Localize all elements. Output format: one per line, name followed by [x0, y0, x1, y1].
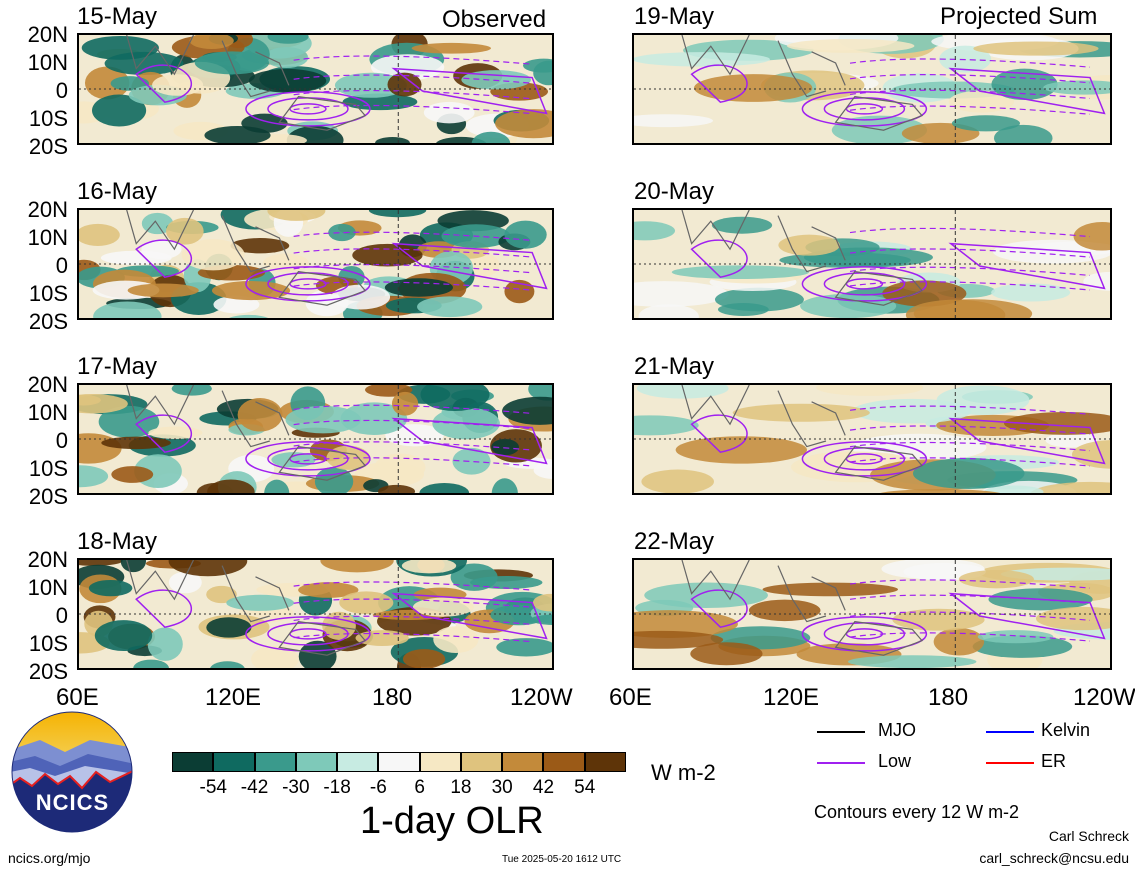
observed-date-3: 17-May — [77, 353, 158, 380]
lat-label-1-2: 10N — [27, 50, 68, 75]
lat-label-4-2: 10N — [27, 575, 68, 600]
lat-label-1-3: 0 — [55, 78, 68, 103]
ncics-logo: NCICS — [10, 710, 135, 835]
projected-date-3: 21-May — [634, 353, 715, 380]
colorbar-swatch — [419, 752, 461, 772]
lat-label-2-3: 0 — [55, 253, 68, 278]
colorbar-swatch — [378, 752, 420, 772]
observed-date-1: 15-May — [77, 3, 158, 30]
projected-map-1 — [632, 33, 1112, 145]
lat-label-1-1: 20N — [27, 22, 68, 47]
projected-date-4: 22-May — [634, 528, 715, 555]
footer-email[interactable]: carl_schreck@ncsu.edu — [979, 850, 1129, 866]
colorbar-swatch — [172, 752, 214, 772]
lat-label-3-5: 20S — [28, 484, 68, 509]
colorbar-label: 42 — [532, 777, 555, 798]
colorbar-swatch — [295, 752, 338, 772]
lat-label-4-1: 20N — [27, 547, 68, 572]
colorbar-label: -30 — [282, 777, 310, 798]
observed-map-3 — [77, 383, 554, 495]
colorbar-label: -42 — [240, 777, 269, 798]
projected-map-2 — [632, 208, 1112, 320]
right-lon-label-60e: 60E — [609, 684, 652, 711]
projected-date-2: 20-May — [634, 178, 715, 205]
colorbar-label: 30 — [491, 777, 513, 798]
legend-kelvin-label: Kelvin — [1041, 720, 1091, 740]
lat-label-1-5: 20S — [28, 134, 68, 159]
observed-map-4 — [77, 558, 554, 670]
observed-map-2 — [77, 208, 554, 320]
lon-label-120e: 120E — [205, 684, 262, 711]
colorbar-label: -6 — [369, 777, 387, 798]
legend-low-line — [817, 762, 865, 764]
colorbar-swatch — [502, 752, 544, 772]
colorbar-swatch — [543, 752, 585, 772]
observed-date-4: 18-May — [77, 528, 158, 555]
projected-title: Projected Sum — [940, 3, 1098, 30]
lat-label-3-3: 0 — [55, 428, 68, 453]
observed-title: Observed — [442, 6, 547, 33]
colorbar-label: 54 — [574, 777, 596, 798]
colorbar-swatch — [254, 752, 296, 772]
lat-label-2-5: 20S — [28, 309, 68, 334]
lat-label-4-4: 10S — [28, 631, 68, 656]
lat-label-4-5: 20S — [28, 659, 68, 684]
footer-url[interactable]: ncics.org/mjo — [8, 850, 91, 866]
lat-label-1-4: 10S — [28, 106, 68, 131]
lon-label-60e: 60E — [56, 684, 99, 711]
lat-label-3-2: 10N — [27, 400, 68, 425]
projected-map-4 — [632, 558, 1112, 670]
lon-label-180: 180 — [372, 684, 413, 711]
legend-mjo-label: MJO — [878, 720, 916, 740]
projected-date-1: 19-May — [634, 3, 715, 30]
colorbar — [172, 752, 626, 772]
legend-mjo-line — [817, 731, 865, 733]
legend-er-label: ER — [1041, 751, 1067, 771]
lat-label-2-1: 20N — [27, 197, 68, 222]
logo-text: NCICS — [35, 790, 110, 815]
right-lon-label-120e: 120E — [763, 684, 820, 711]
colorbar-swatch — [213, 752, 255, 772]
lat-label-4-3: 0 — [55, 603, 68, 628]
observed-map-1 — [77, 33, 554, 145]
lat-label-2-2: 10N — [27, 225, 68, 250]
colorbar-swatch — [460, 752, 503, 772]
colorbar-label: -54 — [199, 777, 227, 798]
lat-label-2-4: 10S — [28, 281, 68, 306]
colorbar-swatch — [584, 752, 626, 772]
legend-low-label: Low — [878, 751, 912, 771]
legend-kelvin-line — [986, 731, 1034, 733]
projected-map-3 — [632, 383, 1112, 495]
right-lon-label-180: 180 — [928, 684, 969, 711]
lat-label-3-1: 20N — [27, 372, 68, 397]
colorbar-title: 1-day OLR — [360, 800, 544, 842]
right-lon-label-120w: 120W — [1073, 686, 1135, 710]
colorbar-label: -18 — [323, 777, 351, 798]
lon-label-120w: 120W — [510, 684, 573, 711]
contours-note: Contours every 12 W m-2 — [814, 802, 1020, 822]
colorbar-units: W m-2 — [651, 760, 716, 785]
legend-er-line — [986, 762, 1034, 764]
lat-label-3-4: 10S — [28, 456, 68, 481]
colorbar-label: 6 — [414, 777, 425, 798]
colorbar-swatch — [337, 752, 379, 772]
footer-author: Carl Schreck — [1048, 828, 1129, 844]
footer-timestamp: Tue 2025-05-20 1612 UTC — [502, 854, 622, 865]
colorbar-label: 18 — [450, 777, 472, 798]
observed-date-2: 16-May — [77, 178, 158, 205]
